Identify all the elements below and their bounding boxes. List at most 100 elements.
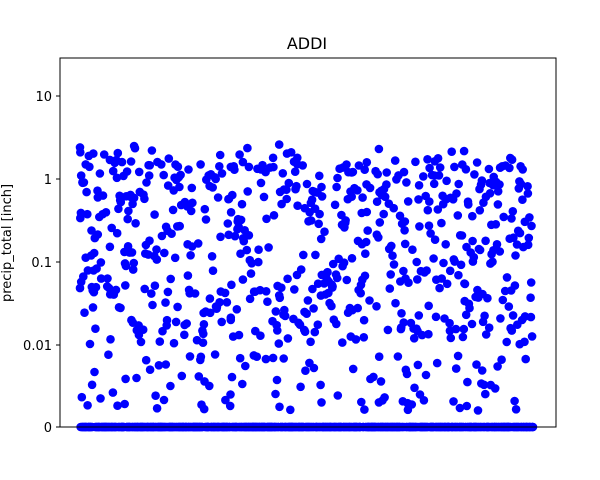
data-point <box>83 401 92 410</box>
data-point <box>185 352 195 361</box>
data-point <box>379 209 389 219</box>
data-point <box>410 383 419 393</box>
data-point <box>134 167 144 177</box>
data-point <box>112 228 122 238</box>
data-point <box>221 395 230 405</box>
data-point <box>145 365 155 375</box>
data-point <box>507 326 517 335</box>
data-point <box>472 360 481 369</box>
data-point <box>215 298 224 307</box>
data-point <box>271 307 281 316</box>
data-point <box>516 179 526 189</box>
data-point <box>225 401 235 411</box>
data-point <box>113 148 123 158</box>
data-point <box>374 144 384 154</box>
y-axis-ticks: 0 0.01 0.1 1 10 <box>23 90 60 436</box>
data-point <box>330 200 340 210</box>
data-point <box>465 303 474 313</box>
data-point <box>187 183 197 193</box>
data-point <box>333 173 342 183</box>
data-point <box>176 170 185 180</box>
data-point <box>376 377 386 386</box>
data-point <box>313 320 323 330</box>
data-point <box>461 310 471 320</box>
data-point <box>293 201 302 210</box>
data-point <box>275 402 284 412</box>
data-point <box>215 150 225 160</box>
data-point <box>108 388 118 397</box>
data-point <box>495 180 504 189</box>
data-point <box>404 278 413 288</box>
data-point <box>77 392 87 402</box>
data-point <box>237 199 247 209</box>
data-point <box>383 325 393 335</box>
data-point <box>523 189 533 198</box>
data-point <box>459 146 469 156</box>
data-point <box>205 381 214 391</box>
data-point <box>292 181 301 191</box>
data-point <box>244 231 254 240</box>
data-point <box>105 155 115 165</box>
data-point <box>357 397 366 407</box>
data-point <box>495 247 505 256</box>
data-point <box>433 154 443 163</box>
data-point <box>498 295 508 305</box>
data-point <box>432 358 442 368</box>
data-point <box>311 250 320 260</box>
data-point <box>140 194 149 204</box>
data-point <box>374 233 383 242</box>
data-point <box>168 205 178 215</box>
data-point <box>200 204 210 214</box>
data-point <box>332 273 342 283</box>
chart-title: ADDI <box>287 34 327 53</box>
data-point <box>79 272 88 281</box>
data-point <box>90 367 99 377</box>
data-point <box>129 141 139 151</box>
data-point <box>454 270 463 280</box>
data-point <box>309 304 318 313</box>
data-point <box>159 395 169 405</box>
data-point <box>451 324 461 334</box>
data-point <box>150 210 159 219</box>
data-point <box>167 229 176 238</box>
data-point <box>144 171 154 180</box>
data-point <box>120 399 129 409</box>
data-point <box>365 296 374 305</box>
data-point <box>293 153 302 163</box>
data-point <box>430 235 440 244</box>
data-point <box>507 214 516 223</box>
data-point <box>315 171 324 181</box>
data-point <box>246 269 256 278</box>
data-point <box>415 222 424 231</box>
data-point <box>385 284 395 293</box>
data-point <box>509 233 518 242</box>
data-point <box>230 231 240 241</box>
data-point <box>481 389 490 399</box>
data-point <box>283 334 293 343</box>
data-point <box>131 219 140 228</box>
data-point <box>111 285 121 295</box>
data-point <box>290 167 300 176</box>
data-point <box>461 165 471 174</box>
data-point <box>422 266 431 275</box>
data-point <box>140 284 149 294</box>
data-point <box>386 270 396 279</box>
data-point <box>442 279 452 289</box>
data-point <box>423 155 432 164</box>
data-point <box>342 160 351 169</box>
data-point <box>391 298 400 308</box>
data-point <box>435 163 445 172</box>
data-point <box>314 219 324 229</box>
data-point <box>399 167 409 177</box>
data-point <box>393 352 403 361</box>
data-point <box>253 257 263 267</box>
data-point <box>244 162 254 172</box>
data-point <box>161 360 171 369</box>
data-point <box>296 265 306 274</box>
data-point <box>85 339 95 349</box>
data-point <box>205 294 215 303</box>
data-point <box>442 176 451 186</box>
data-point <box>447 147 457 156</box>
data-point <box>96 258 106 267</box>
data-point <box>301 366 310 376</box>
